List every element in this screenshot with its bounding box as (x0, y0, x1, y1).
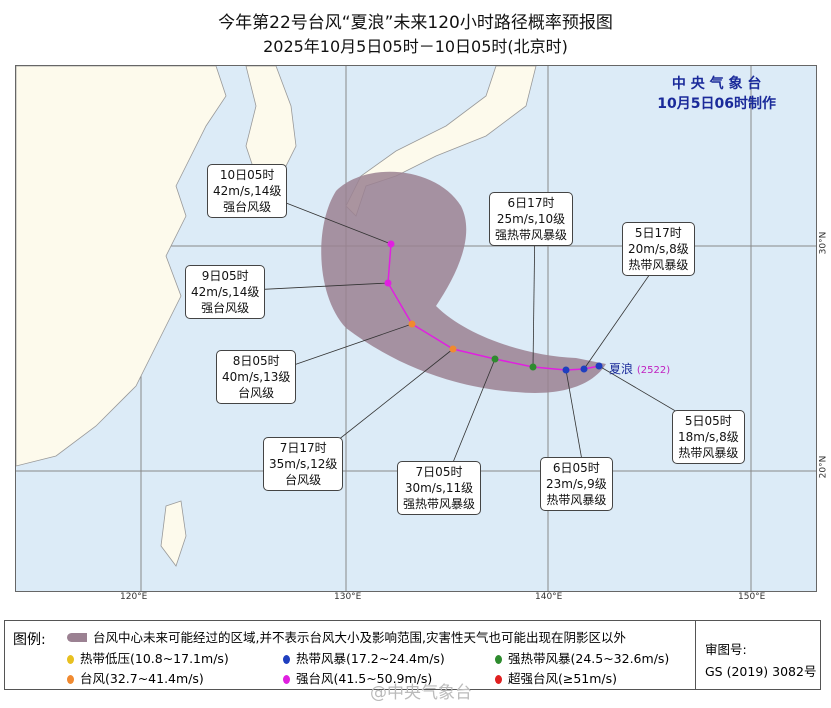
track-point (580, 365, 588, 373)
forecast-point-label: 5日17时 20m/s,8级 热带风暴级 (622, 222, 695, 276)
lat-label-20: 20°N (818, 455, 829, 479)
korea (245, 66, 297, 177)
china-mainland (16, 66, 227, 467)
label-time: 6日05时 (552, 461, 600, 475)
forecast-point-label: 9日05时 42m/s,14级 强台风级 (185, 265, 266, 319)
label-wind: 40m/s,13级 (222, 370, 291, 384)
map-title: 今年第22号台风“夏浪”未来120小时路径概率预报图 (218, 13, 613, 33)
forecast-point-label: 6日17时 25m/s,10级 强热带风暴级 (489, 192, 574, 246)
review-label: 审图号: (705, 642, 747, 657)
issuing-agency: 中 央 气 象 台 10月5日06时制作 (657, 76, 776, 112)
legend-item: 热带低压(10.8~17.1m/s) (67, 648, 229, 667)
forecast-point-label: 7日05时 30m/s,11级 强热带风暴级 (397, 461, 482, 515)
watermark: @中央气象台 (370, 683, 472, 703)
lon-label-140: 140°E (535, 592, 563, 602)
forecast-point-label: 5日05时 18m/s,8级 热带风暴级 (672, 410, 745, 464)
legend-item: 热带风暴(17.2~24.4m/s) (283, 648, 445, 667)
forecast-point-label: 6日05时 23m/s,9级 热带风暴级 (540, 457, 613, 511)
legend-item: 超强台风(≥51m/s) (495, 668, 617, 687)
label-wind: 30m/s,11级 (404, 481, 474, 495)
track-point (387, 240, 395, 248)
lon-label-120: 120°E (120, 592, 148, 602)
label-level: 台风级 (238, 386, 275, 400)
legend: 图例: 台风中心未来可能经过的区域,并不表示台风大小及影响范围,灾害性天气也可能… (4, 620, 821, 690)
track-point (595, 362, 603, 370)
forecast-point-label: 8日05时 40m/s,13级 台风级 (216, 350, 297, 404)
legend-item: 强台风(41.5~50.9m/s) (283, 668, 432, 687)
label-wind: 42m/s,14级 (191, 285, 260, 299)
track-point (529, 363, 537, 371)
lat-label-30: 30°N (818, 231, 829, 255)
review-number: GS (2019) 3082号 (705, 664, 817, 679)
label-time: 7日17时 (279, 441, 327, 455)
track-point (491, 355, 499, 363)
legend-cone: 台风中心未来可能经过的区域,并不表示台风大小及影响范围,灾害性天气也可能出现在阴… (67, 627, 626, 646)
label-time: 8日05时 (232, 354, 280, 368)
label-level: 强台风级 (201, 301, 250, 315)
label-level: 台风级 (285, 473, 322, 487)
label-time: 5日05时 (684, 414, 732, 428)
label-time: 9日05时 (201, 269, 249, 283)
track-point (562, 366, 570, 374)
label-level: 强热带风暴级 (403, 497, 476, 511)
lon-label-130: 130°E (334, 592, 362, 602)
forecast-point-label: 10日05时 42m/s,14级 强台风级 (207, 164, 288, 218)
label-level: 强台风级 (223, 200, 272, 214)
label-wind: 20m/s,8级 (628, 242, 689, 256)
label-level: 热带风暴级 (678, 446, 739, 460)
legend-title: 图例: (13, 632, 46, 648)
track-point (384, 279, 392, 287)
label-wind: 35m/s,12级 (269, 457, 338, 471)
label-level: 强热带风暴级 (495, 228, 568, 242)
label-wind: 18m/s,8级 (678, 430, 739, 444)
typhoon-name-label: 夏浪 (2522) (609, 362, 671, 376)
track-point (449, 345, 457, 353)
lon-label-150: 150°E (738, 592, 766, 602)
land (16, 66, 537, 567)
label-time: 5日17时 (634, 226, 682, 240)
probability-cone (321, 171, 606, 393)
map-subtitle: 2025年10月5日05时－10日05时(北京时) (263, 37, 568, 56)
label-time: 7日05时 (415, 465, 463, 479)
map-canvas (16, 66, 816, 591)
forecast-point-label: 7日17时 35m/s,12级 台风级 (263, 437, 344, 491)
label-level: 热带风暴级 (628, 258, 689, 272)
label-wind: 23m/s,9级 (546, 477, 607, 491)
legend-item: 台风(32.7~41.4m/s) (67, 668, 204, 687)
label-time: 10日05时 (219, 168, 275, 182)
track-point (408, 320, 416, 328)
legend-item: 强热带风暴(24.5~32.6m/s) (495, 648, 669, 667)
label-wind: 25m/s,10级 (496, 212, 566, 226)
label-level: 热带风暴级 (546, 493, 607, 507)
label-wind: 42m/s,14级 (213, 184, 282, 198)
taiwan (160, 500, 187, 567)
label-time: 6日17时 (507, 196, 555, 210)
